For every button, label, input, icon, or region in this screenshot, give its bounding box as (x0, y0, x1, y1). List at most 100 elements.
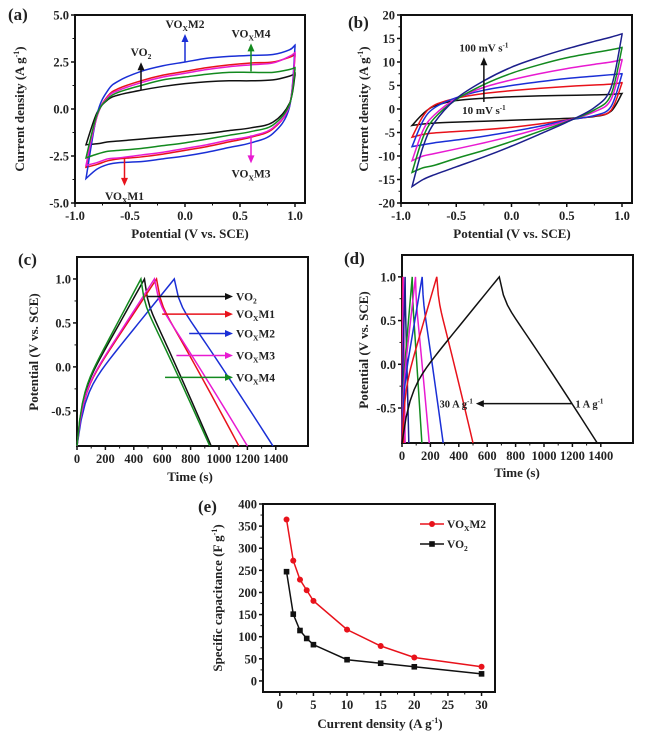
gcd-curve-4-A-g-1 (401, 276, 431, 444)
legend-label-VOXM4: VOXM4 (236, 372, 275, 386)
panel-d: 0 200 400 600 800 1000 1200 1400 -0.5 0.0 0.5 1.0 (d… (344, 249, 634, 480)
y-tick-label: 0.0 (55, 360, 71, 374)
plot-frame (74, 14, 306, 204)
data-point-VOxM2-4 (303, 587, 310, 594)
arrow-head (121, 177, 128, 186)
y-tick-label: -10 (378, 150, 395, 164)
x-tick-label: 1000 (207, 452, 232, 466)
x-tick-label: 0 (399, 449, 405, 463)
x-tick-label: -1.0 (391, 209, 411, 223)
y-tick-label: 15 (383, 32, 396, 46)
x-tick-label: 25 (442, 698, 455, 712)
cv-curve-100 mV s-1 (410, 32, 623, 189)
gcd-curve-1-A-g-1 (401, 275, 598, 444)
data-point-VOxM2-10 (344, 626, 351, 633)
x-tick-label: 1000 (532, 449, 557, 463)
x-axis-title: Potential (V vs. SCE) (453, 226, 570, 241)
y-tick-label: 20 (383, 9, 396, 23)
y-tick-label: -20 (378, 197, 395, 211)
x-tick-label: 1400 (588, 449, 613, 463)
y-tick-label: 5 (389, 79, 395, 93)
x-axis-title: Time (s) (494, 465, 540, 480)
x-tick-label: 800 (506, 449, 525, 463)
y-tick-label: 250 (238, 564, 257, 578)
y-tick-label: 0.5 (55, 316, 71, 330)
annotation-VOxM2: VOXM2 (165, 19, 204, 33)
gcd-curve-10-A-g-1 (401, 276, 410, 444)
panel-label: (d) (344, 249, 365, 268)
x-tick-label: 0.5 (232, 209, 248, 223)
data-point-VO2-2 (290, 611, 297, 617)
y-tick-label: 5.0 (53, 9, 69, 23)
y-tick-label: 10 (383, 56, 396, 70)
gcd-curve-2-A-g-1 (401, 276, 474, 444)
y-tick-label: -5.0 (49, 197, 69, 211)
data-point-VOxM2-15 (377, 642, 384, 649)
x-tick-label: 800 (181, 452, 200, 466)
data-point-VOxM2-20 (411, 654, 418, 661)
x-axis-title: Time (s) (167, 469, 213, 484)
arrow-head (225, 373, 233, 381)
x-tick-label: 1.0 (614, 209, 630, 223)
y-tick-label: -0.5 (51, 404, 71, 418)
arrow-head (225, 351, 233, 359)
x-tick-label: 0.5 (559, 209, 575, 223)
panel-label: (c) (18, 250, 37, 269)
x-tick-label: 1400 (263, 452, 288, 466)
y-axis-title: Current density (A g-1) (356, 46, 371, 171)
arrow-head (475, 400, 484, 408)
arrow-head (225, 329, 233, 337)
y-axis-title: Current density (A g-1) (12, 46, 27, 171)
arrow-head (247, 43, 255, 52)
y-axis-title: Potential (V vs. SCE) (356, 291, 371, 408)
data-point-VO2-20 (411, 663, 418, 670)
legend-label-VOXM1: VOXM1 (236, 309, 275, 323)
data-point-VO2-15 (377, 660, 384, 667)
annotation-VO2: VO2 (131, 47, 152, 61)
y-tick-label: -0.5 (376, 402, 396, 416)
gcd-curve-VOxM3 (76, 277, 249, 447)
y-tick-label: -15 (378, 173, 395, 187)
y-tick-label: 0.0 (380, 358, 396, 372)
arrow-head (247, 155, 255, 164)
y-tick-label: 350 (238, 520, 257, 534)
y-axis-title: Potential (V vs. SCE) (26, 293, 41, 410)
cv-curve-20 mV s-1 (410, 81, 623, 139)
annotation-VOxM1: VOXM1 (105, 191, 144, 205)
arrow-head (137, 62, 145, 71)
data-point-VO2-30 (478, 671, 485, 677)
panel-label: (e) (198, 497, 217, 516)
legend-marker (429, 541, 435, 547)
x-axis-title: Potential (V vs. SCE) (131, 226, 248, 241)
panel-b: -1.0 -0.5 0.0 0.5 1.0 -20 -15 -10 -5 0 5 10 15 20 (b) C… (348, 9, 633, 241)
y-tick-label: 200 (238, 586, 257, 600)
x-tick-label: 400 (449, 449, 468, 463)
y-tick-label: 150 (238, 608, 257, 622)
panel-label: (a) (8, 5, 28, 24)
x-tick-label: 200 (421, 449, 440, 463)
annotation-100-mv: 100 mV s-1 (459, 41, 509, 54)
annotation-VOxM4: VOXM4 (231, 28, 270, 42)
arrow-head (225, 310, 233, 318)
x-tick-label: -0.5 (120, 209, 140, 223)
panel-a: -1.0 -0.5 0.0 0.5 1.0 -5.0 -2.5 0.0 2.5 5.0 (a) Cur… (8, 5, 306, 241)
y-tick-label: 1.0 (55, 272, 71, 286)
data-point-VOxM2-2 (290, 557, 297, 564)
data-point-VOxM2-1 (283, 516, 290, 523)
panel-e: 0 5 10 15 20 25 30050100150200250300350400(e)S… (198, 497, 496, 731)
x-tick-label: 30 (475, 698, 488, 712)
data-point-VO2-3 (297, 627, 303, 634)
gcd-curve-VOxM4 (76, 276, 211, 447)
x-tick-label: 0.0 (504, 209, 520, 223)
data-point-VOxM2-5 (310, 597, 317, 604)
x-tick-label: 0 (74, 452, 80, 466)
legend-marker (429, 521, 435, 527)
y-tick-label: 1.0 (380, 270, 396, 284)
annotation-VOxM3: VOXM3 (231, 168, 270, 182)
data-point-VOxM2-3 (296, 576, 303, 583)
cv-curve-10 mV s-1 (410, 92, 624, 127)
y-tick-label: 0 (389, 103, 395, 117)
legend-label-VOXM2: VOXM2 (236, 328, 275, 342)
arrow-head (480, 57, 488, 66)
